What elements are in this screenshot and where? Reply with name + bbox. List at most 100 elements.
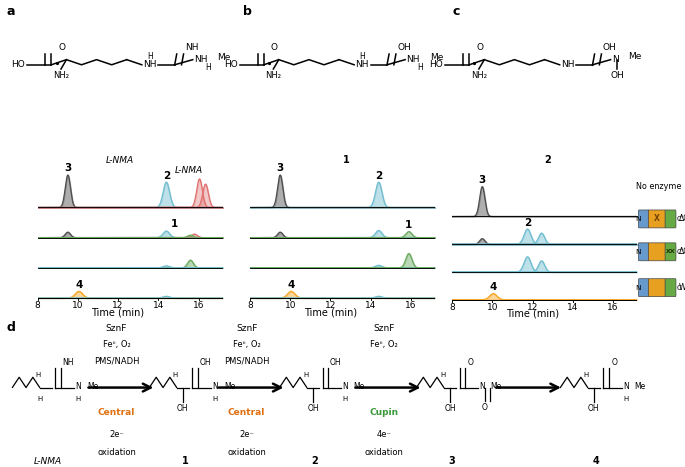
- Text: oxidation: oxidation: [364, 448, 403, 457]
- Text: Me: Me: [225, 382, 236, 391]
- Text: 16: 16: [192, 301, 204, 311]
- Text: Me: Me: [634, 382, 645, 391]
- Text: Wild type: Wild type: [680, 283, 685, 292]
- Text: C: C: [676, 285, 682, 290]
- Text: OH: OH: [445, 404, 456, 413]
- Text: OH: OH: [177, 404, 188, 413]
- FancyBboxPatch shape: [665, 243, 676, 261]
- Text: 4: 4: [490, 282, 497, 292]
- Text: 2: 2: [312, 455, 319, 466]
- Text: H: H: [147, 52, 153, 61]
- Text: 3: 3: [449, 455, 456, 466]
- Text: No enzyme: No enzyme: [636, 182, 682, 191]
- Text: 2e⁻: 2e⁻: [239, 430, 254, 439]
- Text: 3: 3: [64, 163, 71, 173]
- Text: O: O: [271, 43, 277, 52]
- Text: NH₂: NH₂: [471, 71, 487, 80]
- Text: 4: 4: [75, 280, 83, 290]
- Text: 12: 12: [112, 301, 124, 311]
- Text: HO: HO: [429, 60, 443, 69]
- Text: N: N: [479, 382, 485, 391]
- FancyBboxPatch shape: [665, 279, 676, 297]
- Text: 2: 2: [163, 170, 170, 181]
- Text: Me: Me: [429, 53, 443, 62]
- Text: Feⁱⁱ, O₂: Feⁱⁱ, O₂: [103, 340, 130, 349]
- Text: H: H: [584, 372, 589, 378]
- Text: 1: 1: [406, 220, 412, 230]
- Text: 10: 10: [486, 303, 498, 312]
- Text: O: O: [476, 43, 483, 52]
- Text: Me: Me: [88, 382, 99, 391]
- FancyBboxPatch shape: [648, 243, 666, 261]
- Text: OH: OH: [329, 358, 341, 367]
- Text: NH: NH: [406, 55, 420, 64]
- Text: 16: 16: [607, 303, 619, 312]
- Text: 4: 4: [593, 455, 599, 466]
- Text: 1: 1: [182, 455, 188, 466]
- Text: H: H: [360, 52, 365, 61]
- Text: O: O: [612, 358, 618, 367]
- FancyBboxPatch shape: [648, 210, 666, 228]
- Text: Time (min): Time (min): [92, 308, 145, 318]
- Text: L-NMA: L-NMA: [34, 457, 62, 466]
- FancyBboxPatch shape: [665, 210, 676, 228]
- Text: b: b: [243, 5, 252, 18]
- Text: 1: 1: [171, 219, 178, 229]
- Text: H: H: [36, 372, 41, 378]
- Text: H: H: [173, 372, 178, 378]
- Text: 14: 14: [153, 301, 164, 311]
- Text: H: H: [212, 396, 218, 403]
- Text: H: H: [38, 396, 43, 403]
- Text: N: N: [212, 382, 218, 391]
- Text: Me: Me: [353, 382, 364, 391]
- Text: 4e⁻: 4e⁻: [376, 430, 391, 439]
- Text: O: O: [482, 403, 488, 412]
- FancyBboxPatch shape: [648, 279, 666, 297]
- Text: HO: HO: [12, 60, 25, 69]
- Text: NH: NH: [561, 60, 575, 69]
- Text: Me: Me: [490, 382, 501, 391]
- Text: SznF: SznF: [236, 324, 258, 333]
- Text: Time (min): Time (min): [304, 308, 357, 318]
- Text: N: N: [623, 382, 629, 391]
- Text: ΔCentral: ΔCentral: [680, 214, 685, 223]
- Text: OH: OH: [603, 43, 616, 52]
- Text: H: H: [303, 372, 308, 378]
- Text: c: c: [452, 5, 460, 18]
- Text: C: C: [676, 249, 682, 255]
- FancyBboxPatch shape: [638, 210, 649, 228]
- Text: 2: 2: [524, 218, 531, 227]
- Text: Cupin: Cupin: [369, 408, 398, 417]
- Text: 3: 3: [479, 175, 486, 185]
- Text: Feⁱⁱ, O₂: Feⁱⁱ, O₂: [233, 340, 260, 349]
- Text: 10: 10: [72, 301, 84, 311]
- Text: NH: NH: [194, 55, 208, 64]
- Text: oxidation: oxidation: [97, 448, 136, 457]
- Text: Me: Me: [627, 52, 641, 62]
- Text: N: N: [635, 216, 640, 222]
- Text: oxidation: oxidation: [227, 448, 266, 457]
- Text: ΔCupin: ΔCupin: [680, 248, 685, 256]
- Text: X: X: [654, 214, 660, 223]
- Text: 14: 14: [567, 303, 578, 312]
- Text: 14: 14: [365, 301, 376, 311]
- Text: OH: OH: [610, 71, 624, 80]
- Text: ∙: ∙: [471, 58, 477, 68]
- Text: Central: Central: [98, 408, 135, 417]
- Text: OH: OH: [588, 404, 599, 413]
- Text: PMS/NADH: PMS/NADH: [94, 357, 139, 366]
- Text: O: O: [468, 358, 474, 367]
- Text: H: H: [440, 372, 445, 378]
- Text: N: N: [75, 382, 81, 391]
- Text: 2e⁻: 2e⁻: [109, 430, 124, 439]
- Text: 10: 10: [284, 301, 296, 311]
- Text: H: H: [75, 396, 81, 403]
- Text: 8: 8: [247, 301, 253, 311]
- Text: NH₂: NH₂: [53, 71, 69, 80]
- Text: ∙: ∙: [53, 58, 60, 68]
- FancyBboxPatch shape: [638, 243, 649, 261]
- Text: H: H: [417, 64, 423, 72]
- Text: 2: 2: [545, 156, 551, 165]
- Text: HO: HO: [224, 60, 238, 69]
- Text: N: N: [612, 55, 619, 64]
